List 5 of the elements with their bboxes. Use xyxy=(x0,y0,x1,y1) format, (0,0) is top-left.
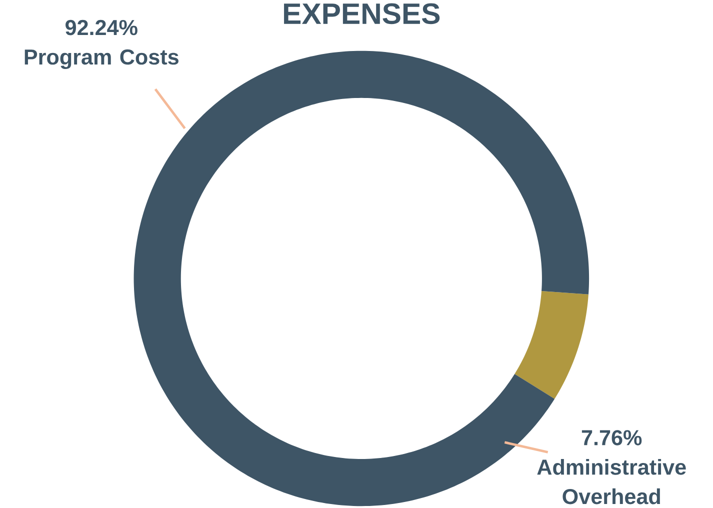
slice-label: Administrative Overhead xyxy=(537,459,686,504)
slice-label: Program Costs xyxy=(24,50,178,70)
data-label: 7.76% xyxy=(582,430,642,446)
chart-title: EXPENSES xyxy=(284,3,440,24)
data-label: 92.24% xyxy=(66,20,138,36)
